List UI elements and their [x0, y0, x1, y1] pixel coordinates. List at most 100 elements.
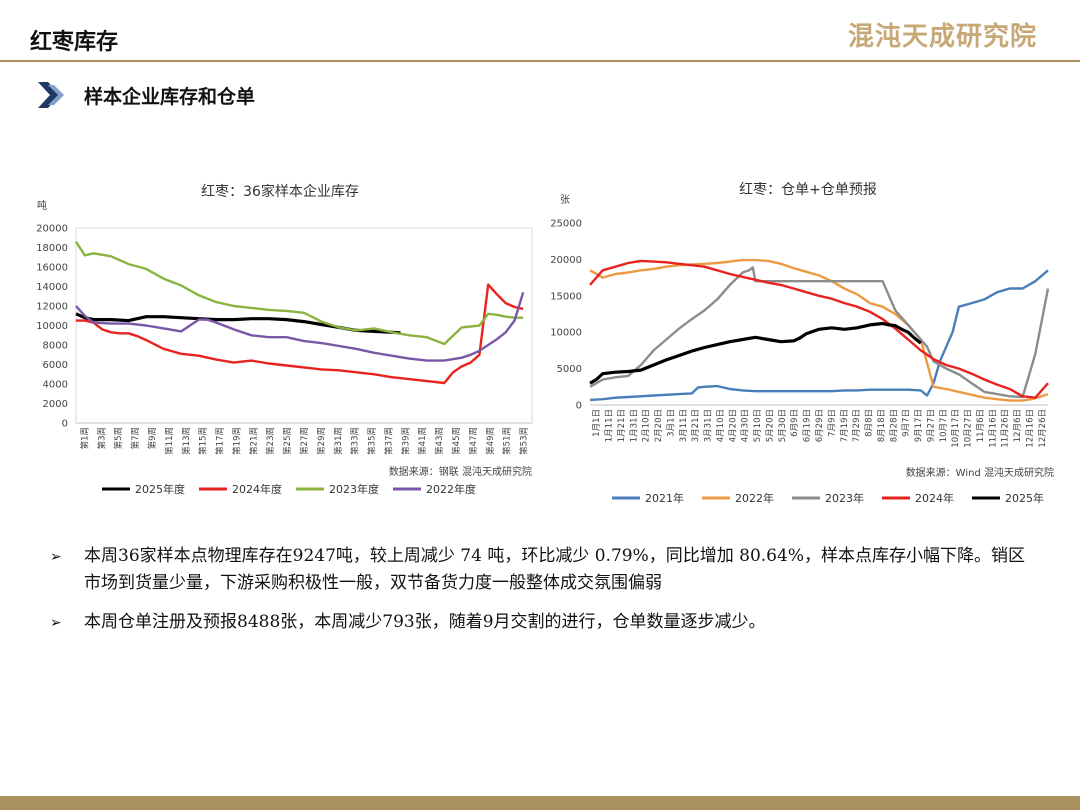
double-chevron-right-icon — [38, 82, 64, 108]
warehouse-receipt-chart-x-tick: 3月21日 — [691, 409, 701, 442]
warehouse-receipt-chart-x-tick: 7月19日 — [840, 409, 850, 442]
inventory-chart-series-line-1 — [76, 283, 524, 385]
inventory-chart-legend-label: 2022年度 — [426, 482, 476, 496]
warehouse-receipt-chart-x-tick: 5月10日 — [753, 409, 763, 442]
inventory-chart-series-line-3 — [75, 291, 525, 362]
inventory-chart-x-tick: 第3周 — [96, 427, 107, 449]
inventory-chart-x-tick: 第17周 — [215, 427, 226, 455]
inventory-chart-y-tick: 16000 — [36, 263, 68, 274]
warehouse-receipt-chart-x-tick: 12月26日 — [1038, 409, 1048, 448]
inventory-chart-x-tick: 第47周 — [468, 427, 479, 455]
warehouse-receipt-chart-x-tick: 6月19日 — [803, 409, 813, 442]
warehouse-receipt-chart-y-tick: 5000 — [557, 364, 582, 375]
inventory-chart-x-tick: 第31周 — [333, 427, 344, 455]
warehouse-receipt-chart-legend-label: 2023年 — [825, 491, 864, 505]
inventory-chart-x-tick: 第21周 — [248, 427, 259, 455]
inventory-chart-x-tick: 第19周 — [231, 427, 242, 455]
inventory-chart-y-tick: 0 — [62, 419, 68, 430]
inventory-chart-x-tick: 第9周 — [147, 427, 158, 449]
inventory-chart-source: 数据来源：钢联 混沌天成研究院 — [389, 465, 532, 478]
arrowhead-right-icon: ➢ — [50, 549, 62, 565]
warehouse-receipt-chart-x-tick: 11月16日 — [988, 409, 998, 448]
warehouse-receipt-chart-x-tick: 8月28日 — [889, 409, 899, 442]
inventory-chart-title: 红枣：36家样本企业库存 — [201, 183, 359, 200]
warehouse-receipt-chart-source: 数据来源：Wind 混沌天成研究院 — [906, 466, 1054, 479]
inventory-chart-x-tick: 第45周 — [451, 427, 462, 455]
inventory-chart-x-tick: 第49周 — [485, 427, 496, 455]
inventory-chart-x-tick: 第25周 — [282, 427, 293, 455]
bullet-text: 本周仓单注册及预报8488张，本周减少793张，随着9月交割的进行，仓单数量逐步… — [84, 612, 766, 632]
warehouse-receipt-chart-x-tick: 11月6日 — [976, 409, 986, 442]
warehouse-receipt-chart-x-tick: 4月10日 — [716, 409, 726, 442]
inventory-chart-y-tick: 10000 — [36, 321, 68, 332]
warehouse-receipt-chart-legend-label: 2022年 — [735, 491, 774, 505]
inventory-chart-y-tick: 6000 — [43, 360, 68, 371]
bullet-item: ➢ 本周仓单注册及预报8488张，本周减少793张，随着9月交割的进行，仓单数量… — [50, 609, 1040, 637]
warehouse-receipt-chart-y-tick: 15000 — [550, 291, 582, 302]
inventory-chart-y-tick: 12000 — [36, 302, 68, 313]
inventory-chart-x-tick: 第51周 — [502, 427, 513, 455]
warehouse-receipt-chart-x-tick: 7月29日 — [852, 409, 862, 442]
inventory-chart-series-line-2 — [74, 240, 524, 346]
warehouse-receipt-chart-x-tick: 1月21日 — [617, 409, 627, 442]
warehouse-receipt-chart-y-tick: 25000 — [550, 219, 582, 230]
warehouse-receipt-chart-title: 红枣：仓单+仓单预报 — [739, 182, 877, 198]
warehouse-receipt-chart-x-tick: 12月16日 — [1025, 409, 1035, 448]
warehouse-receipt-chart-x-tick: 2月10日 — [642, 409, 652, 442]
inventory-chart-x-tick: 第29周 — [316, 427, 327, 455]
header-divider — [0, 60, 1080, 62]
inventory-chart-x-tick: 第41周 — [417, 427, 428, 455]
warehouse-receipt-chart-series-line-3 — [589, 259, 1049, 399]
warehouse-receipt-chart-x-tick: 6月9日 — [790, 409, 800, 437]
warehouse-receipt-chart-x-tick: 5月30日 — [778, 409, 788, 442]
warehouse-receipt-chart-legend-label: 2021年 — [645, 491, 684, 505]
warehouse-receipt-chart-x-tick: 9月17日 — [914, 409, 924, 442]
inventory-chart-y-tick: 4000 — [43, 380, 68, 391]
inventory-chart-legend-label: 2025年度 — [135, 482, 185, 496]
warehouse-receipt-chart-legend-label: 2024年 — [915, 491, 954, 505]
footer-bar — [0, 796, 1080, 810]
inventory-chart-y-tick: 2000 — [43, 399, 68, 410]
bullet-text: 本周36家样本点物理库存在9247吨，较上周减少 74 吨，环比减少 0.79%… — [84, 546, 1025, 593]
brand-logo: 混沌天成研究院 — [848, 21, 1036, 52]
warehouse-receipt-chart-x-tick: 4月20日 — [728, 409, 738, 442]
warehouse-receipt-chart-x-tick: 11月26日 — [1001, 409, 1011, 448]
warehouse-receipt-chart-x-tick: 3月1日 — [666, 409, 676, 437]
warehouse-receipt-chart-x-tick: 10月17日 — [951, 409, 961, 448]
warehouse-receipt-chart-y-tick: 20000 — [550, 255, 582, 266]
inventory-chart-y-tick: 18000 — [36, 243, 68, 254]
inventory-chart-x-tick: 第27周 — [299, 427, 310, 455]
inventory-chart-y-tick: 14000 — [36, 282, 68, 293]
warehouse-receipt-chart-x-tick: 9月7日 — [902, 409, 912, 437]
warehouse-receipt-chart-y-tick: 0 — [576, 401, 582, 412]
warehouse-receipt-chart-x-tick: 1月31日 — [629, 409, 639, 442]
inventory-chart-x-tick: 第15周 — [198, 427, 209, 455]
inventory-chart-legend-label: 2023年度 — [329, 482, 379, 496]
inventory-chart-x-tick: 第33周 — [350, 427, 361, 455]
arrowhead-right-icon: ➢ — [50, 615, 62, 631]
warehouse-receipt-chart-x-tick: 10月27日 — [964, 409, 974, 448]
warehouse-receipt-chart-x-tick: 7月9日 — [827, 409, 837, 437]
warehouse-receipt-chart-series-line-1 — [589, 258, 1049, 402]
warehouse-receipt-chart-x-tick: 1月1日 — [592, 409, 602, 437]
bullet-list: ➢ 本周36家样本点物理库存在9247吨，较上周减少 74 吨，环比减少 0.7… — [50, 543, 1040, 649]
inventory-chart-x-tick: 第13周 — [181, 427, 192, 455]
warehouse-receipt-chart-x-tick: 10月7日 — [939, 409, 949, 442]
inventory-chart-x-tick: 第7周 — [130, 427, 141, 449]
bullet-item: ➢ 本周36家样本点物理库存在9247吨，较上周减少 74 吨，环比减少 0.7… — [50, 543, 1040, 597]
inventory-chart-legend-label: 2024年度 — [232, 482, 282, 496]
warehouse-receipt-chart-x-tick: 5月20日 — [765, 409, 775, 442]
warehouse-receipt-chart-series-line-2 — [589, 266, 1050, 399]
warehouse-receipt-chart-x-tick: 2月20日 — [654, 409, 664, 442]
section-header: 样本企业库存和仓单 — [38, 80, 255, 110]
warehouse-receipt-chart-legend-label: 2025年 — [1005, 491, 1044, 505]
inventory-chart-y-tick: 8000 — [43, 341, 68, 352]
inventory-chart-y-tick: 20000 — [36, 224, 68, 235]
inventory-chart-x-tick: 第1周 — [79, 427, 90, 449]
slide-title: 红枣库存 — [30, 29, 119, 55]
warehouse-receipt-chart-y-tick: 10000 — [550, 328, 582, 339]
warehouse-receipt-chart-y-unit: 张 — [560, 194, 570, 206]
warehouse-receipt-chart-x-tick: 3月11日 — [679, 409, 689, 442]
